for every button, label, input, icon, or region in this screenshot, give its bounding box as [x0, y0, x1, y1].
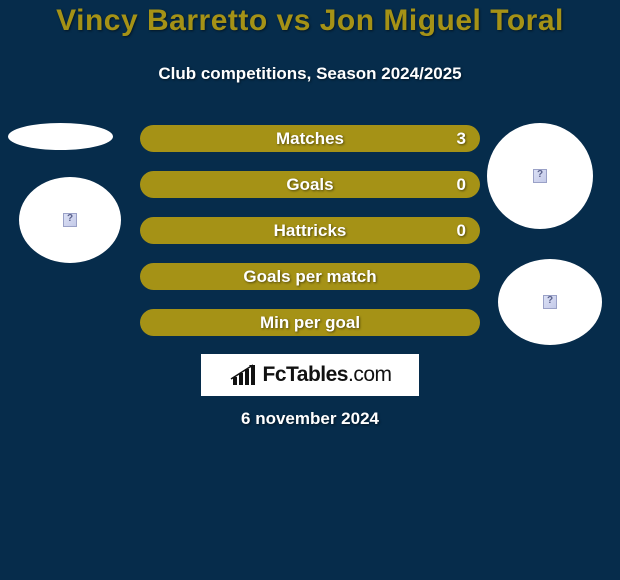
player-avatar-left: [19, 177, 121, 263]
stat-label: Goals per match: [243, 267, 376, 287]
avatar-placeholder-icon: [533, 169, 547, 183]
brand-suffix: .com: [348, 363, 392, 386]
stats-panel: Matches 3 Goals 0 Hattricks 0 Goals per match M…: [140, 125, 480, 355]
avatar-placeholder-icon: [63, 213, 77, 227]
stat-row: Hattricks 0: [140, 217, 480, 244]
brand-box: FcTables.com: [201, 354, 419, 396]
stat-value: 0: [457, 175, 466, 195]
brand-text: FcTables.com: [263, 363, 392, 387]
stat-label: Matches: [276, 129, 344, 149]
brand-main: Tables: [286, 363, 348, 386]
stat-row: Min per goal: [140, 309, 480, 336]
stat-value: 0: [457, 221, 466, 241]
page-title: Vincy Barretto vs Jon Miguel Toral: [0, 0, 620, 38]
comparison-infographic: Vincy Barretto vs Jon Miguel Toral Club …: [0, 0, 620, 580]
stat-row: Matches 3: [140, 125, 480, 152]
stat-row: Goals 0: [140, 171, 480, 198]
generated-date: 6 november 2024: [0, 409, 620, 429]
stat-value: 3: [457, 129, 466, 149]
stat-row: Goals per match: [140, 263, 480, 290]
avatar-placeholder-icon: [543, 295, 557, 309]
stat-label: Min per goal: [260, 313, 360, 333]
bar-chart-icon: [229, 363, 257, 387]
stat-label: Hattricks: [274, 221, 347, 241]
player-avatar-bottom-right: [498, 259, 602, 345]
player-avatar-top-right: [487, 123, 593, 229]
brand-prefix: Fc: [263, 363, 287, 386]
subtitle: Club competitions, Season 2024/2025: [0, 64, 620, 84]
decoration-ellipse-top-left: [8, 123, 113, 150]
stat-label: Goals: [286, 175, 333, 195]
